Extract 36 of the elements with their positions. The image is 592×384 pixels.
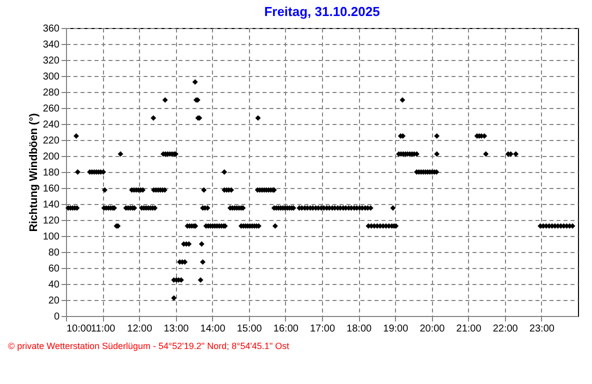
x-tick-label: 22:00 (492, 324, 518, 334)
y-tick-label: 220 (42, 136, 60, 146)
y-tick-label: 360 (42, 24, 60, 34)
x-tick-label: 19:00 (383, 324, 409, 334)
x-tick-label: 14:00 (200, 324, 226, 334)
y-tick-label: 180 (42, 168, 60, 178)
x-tick-label: 17:00 (310, 324, 336, 334)
x-tick-label: 16:00 (273, 324, 299, 334)
y-tick-label: 320 (42, 56, 60, 66)
y-tick-label: 40 (48, 280, 60, 290)
chart-title: Freitag, 31.10.2025 (264, 4, 380, 19)
x-tick-label: 18:00 (346, 324, 372, 334)
text: © private Wetterstation Süderlügum - 54°52'19.2" Nord; 8°54'45.1" Ost (8, 341, 290, 351)
y-tick-label: 160 (42, 184, 60, 194)
y-tick-label: 240 (42, 120, 60, 130)
y-tick-label: 100 (42, 232, 60, 242)
y-tick-label: 200 (42, 152, 60, 162)
y-tick-label: 120 (42, 216, 60, 226)
y-tick-label: 340 (42, 40, 60, 50)
y-axis-title: Richtung Windböen (°) (28, 112, 40, 232)
x-tick-label: 15:00 (236, 324, 262, 334)
y-tick-label: 280 (42, 88, 60, 98)
y-tick-label: 60 (48, 264, 60, 274)
x-tick-label: 12:00 (127, 324, 153, 334)
y-tick-label: 140 (42, 200, 60, 210)
x-tick-label: 20:00 (420, 324, 446, 334)
x-tick-label: 23:00 (529, 324, 555, 334)
x-tick-label: 21:00 (456, 324, 482, 334)
x-tick-label: 10:00 (66, 324, 92, 334)
x-tick-label: 13:00 (164, 324, 190, 334)
y-tick-label: 300 (42, 72, 60, 82)
y-tick-label: 0 (54, 312, 60, 322)
y-tick-label: 80 (48, 248, 60, 258)
x-tick-label: 11:00 (90, 324, 116, 334)
y-tick-label: 260 (42, 104, 60, 114)
y-tick-label: 20 (48, 296, 60, 306)
